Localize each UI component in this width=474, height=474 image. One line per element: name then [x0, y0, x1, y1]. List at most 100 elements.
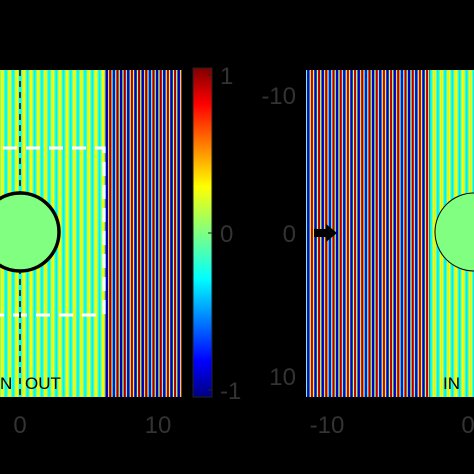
right-field-stripe — [311, 70, 313, 397]
right-field-stripe — [399, 70, 401, 397]
right-field-stripe — [364, 70, 366, 397]
right-field-stripe — [381, 70, 383, 397]
left-field-stripe — [82, 70, 84, 397]
left-field-stripe — [93, 70, 95, 397]
left-field-stripe — [146, 70, 148, 397]
right-field-stripe — [431, 70, 433, 397]
left-field-stripe — [68, 70, 70, 397]
left-field-stripe — [148, 70, 150, 397]
left-field-stripe — [169, 70, 171, 397]
left-field-stripe — [84, 70, 86, 397]
left-field-stripe — [110, 70, 112, 397]
left-field-stripe — [171, 70, 173, 397]
right-field-stripe — [430, 70, 432, 397]
left-field-stripe — [149, 70, 151, 397]
right-field-stripe — [375, 70, 377, 397]
left-field-stripe — [80, 70, 82, 397]
left-field-stripe — [105, 70, 107, 397]
right-field-stripe — [359, 70, 361, 397]
right-field-stripe — [346, 70, 348, 397]
left-field-stripe — [106, 70, 108, 397]
right-field-stripe — [341, 70, 343, 397]
left-field-stripe — [101, 70, 103, 397]
right-field-stripe — [365, 70, 367, 397]
left-x-tick-label-10: 10 — [145, 412, 172, 439]
left-field-stripe — [89, 70, 91, 397]
left-field-stripe — [113, 70, 115, 397]
right-field-stripe — [393, 70, 395, 397]
left-field-stripe — [115, 70, 117, 397]
incident-wave-arrow-icon — [314, 224, 337, 242]
left-field-stripe — [143, 70, 145, 397]
right-scatterer-circle — [434, 192, 474, 272]
left-field-stripe — [100, 70, 102, 397]
left-field-stripe — [64, 70, 66, 397]
right-field-stripe — [378, 70, 380, 397]
right-field-stripe — [380, 70, 382, 397]
right-field-stripe — [348, 70, 350, 397]
right-field-stripe — [424, 70, 426, 397]
left-field-stripe — [160, 70, 162, 397]
right-field-stripe — [353, 70, 355, 397]
right-field-stripe — [417, 70, 419, 397]
right-field-stripe — [369, 70, 371, 397]
left-field-stripe — [124, 70, 126, 397]
right-field-stripe — [420, 70, 422, 397]
right-field-stripe — [308, 70, 310, 397]
right-field-stripe — [307, 70, 309, 397]
right-field-stripe — [428, 70, 430, 397]
left-field-stripe — [127, 70, 129, 397]
right-field-stripe — [425, 70, 427, 397]
left-field-stripe — [167, 70, 169, 397]
left-field-stripe — [140, 70, 142, 397]
right-field-stripe — [392, 70, 394, 397]
right-field-stripe — [368, 70, 370, 397]
left-field-stripe — [72, 70, 74, 397]
left-field-stripe — [128, 70, 130, 397]
left-field-stripe — [118, 70, 120, 397]
left-field-stripe — [85, 70, 87, 397]
left-field-stripe — [137, 70, 139, 397]
right-field-stripe — [370, 70, 372, 397]
left-field-stripe — [166, 70, 168, 397]
left-field-stripe — [97, 70, 99, 397]
left-field-stripe — [99, 70, 101, 397]
left-field-stripe — [153, 70, 155, 397]
left-x-tick-label-0: 0 — [13, 412, 26, 439]
left-field-stripe — [121, 70, 123, 397]
right-field-stripe — [385, 70, 387, 397]
right-field-stripe — [410, 70, 412, 397]
left-field-stripe — [120, 70, 122, 397]
left-field-stripe — [136, 70, 138, 397]
left-field-stripe — [92, 70, 94, 397]
right-field-stripe — [387, 70, 389, 397]
left-field-stripe — [178, 70, 180, 397]
left-field-stripe — [158, 70, 160, 397]
left-field-stripe — [116, 70, 118, 397]
right-field-stripe — [342, 70, 344, 397]
left-field-stripe — [77, 70, 79, 397]
right-field-stripe — [413, 70, 415, 397]
right-field-stripe — [373, 70, 375, 397]
left-field-stripe — [76, 70, 78, 397]
right-field-stripe — [411, 70, 413, 397]
right-field-stripe — [405, 70, 407, 397]
right-field-stripe — [366, 70, 368, 397]
right-field-stripe — [339, 70, 341, 397]
left-field-stripe — [86, 70, 88, 397]
right-field-stripe — [347, 70, 349, 397]
right-field-stripe — [379, 70, 381, 397]
right-field-stripe — [371, 70, 373, 397]
right-field-stripe — [361, 70, 363, 397]
left-field-stripe — [73, 70, 75, 397]
right-y-tick-label-mid: 0 — [283, 221, 296, 248]
right-field-stripe — [336, 70, 338, 397]
right-field-stripe — [416, 70, 418, 397]
colorbar-tick-label-top: 1 — [220, 63, 233, 90]
left-field-stripe — [156, 70, 158, 397]
right-field-stripe — [356, 70, 358, 397]
left-field-stripe — [119, 70, 121, 397]
left-field-stripe — [139, 70, 141, 397]
right-field-stripe — [352, 70, 354, 397]
left-dashed-box — [0, 146, 106, 317]
